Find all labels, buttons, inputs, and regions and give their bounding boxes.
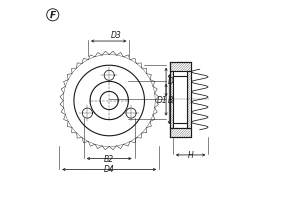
- Text: D1: D1: [157, 95, 168, 104]
- Text: B2: B2: [104, 154, 114, 163]
- Text: F: F: [50, 11, 56, 20]
- Text: D2: D2: [168, 77, 178, 85]
- Text: D3: D3: [111, 31, 122, 40]
- Text: B3: B3: [168, 96, 178, 104]
- Bar: [170, 63, 191, 72]
- Bar: [170, 128, 191, 137]
- Bar: [170, 72, 173, 128]
- Bar: [187, 72, 191, 128]
- Bar: [173, 77, 187, 123]
- Text: H: H: [188, 151, 194, 160]
- Text: D4: D4: [104, 165, 115, 174]
